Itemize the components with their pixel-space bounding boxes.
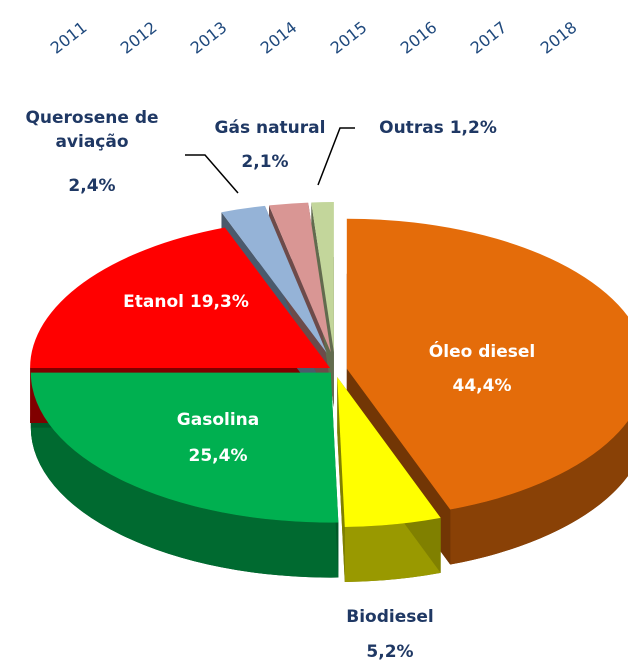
slice — [269, 202, 331, 353]
value-label: 44,4% — [452, 376, 512, 396]
year-label: 2017 — [467, 18, 511, 58]
slice — [346, 218, 628, 510]
category-label: Biodiesel — [346, 607, 434, 627]
value-label: 19,3% — [189, 292, 249, 312]
slice — [30, 227, 331, 368]
year-label: 2015 — [327, 18, 371, 58]
slice — [337, 377, 441, 528]
year-label: 2012 — [117, 18, 161, 58]
year-label: 2011 — [47, 18, 91, 58]
slice — [311, 202, 334, 353]
value-label: 25,4% — [188, 446, 248, 466]
category-label: Óleo diesel — [428, 342, 536, 362]
slice — [30, 372, 339, 523]
category-label: Etanol — [123, 292, 184, 312]
year-label: 2018 — [537, 18, 581, 58]
year-label: 2013 — [187, 18, 231, 58]
category-label: Outras — [379, 118, 444, 138]
pie — [30, 202, 628, 583]
slice-side — [450, 420, 628, 565]
value-label: 2,1% — [241, 152, 289, 172]
label: Etanol 19,3% — [123, 290, 249, 314]
value-label: 1,2% — [449, 118, 497, 138]
category-label: Querosene de aviação — [25, 108, 159, 152]
leader-line — [317, 127, 355, 186]
category-label: Gás natural — [214, 118, 326, 138]
label: Querosene de aviação — [17, 106, 167, 154]
category-label: Gasolina — [176, 410, 260, 430]
slice-side — [30, 372, 339, 578]
slice — [221, 205, 327, 353]
value-label: 2,4% — [68, 176, 116, 196]
year-label: 2014 — [257, 18, 301, 58]
slice-wall — [337, 377, 345, 583]
value-label: 5,2% — [366, 642, 414, 662]
label: Outras 1,2% — [379, 116, 497, 140]
leader-line — [185, 154, 239, 194]
year-label: 2016 — [397, 18, 441, 58]
year-row: 2011 2012 2013 2014 2015 2016 2017 2018 — [47, 18, 581, 58]
